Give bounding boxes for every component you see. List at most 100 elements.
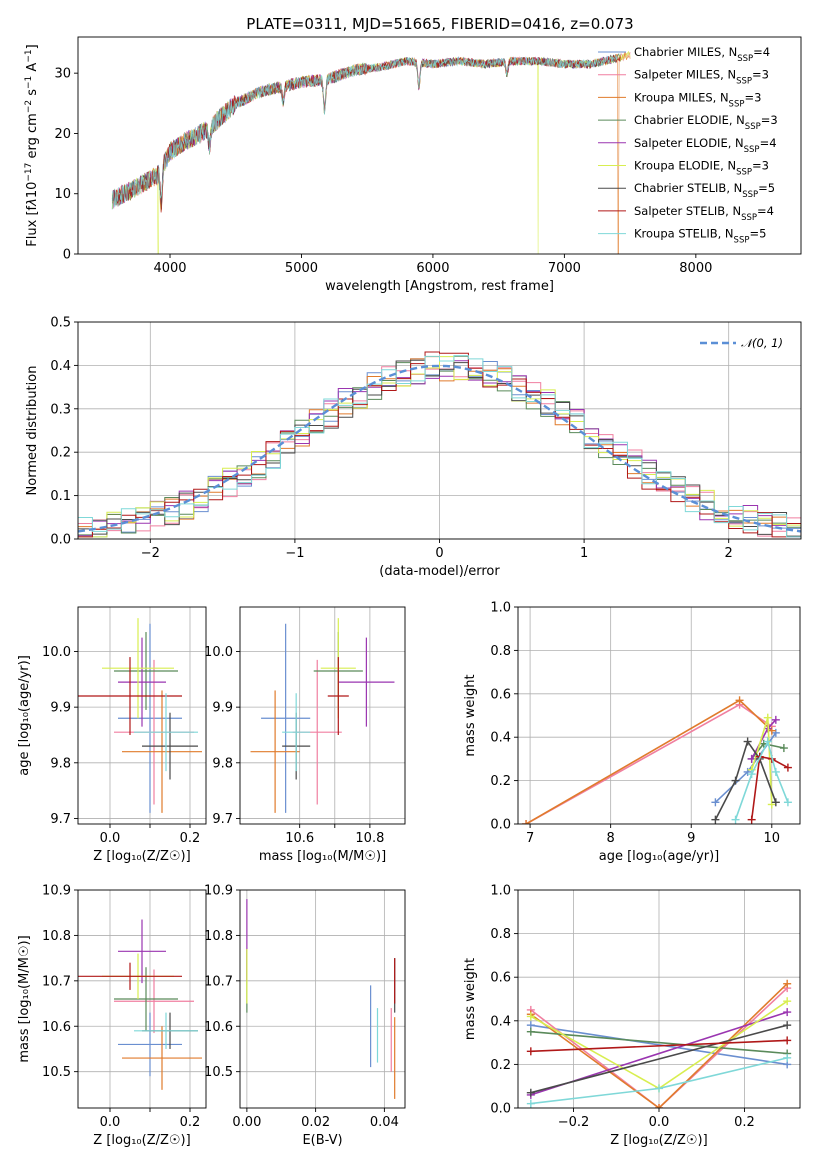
x-tick-label: 6000 [416,261,449,276]
y-tick-label: 0.4 [490,731,511,746]
axes-weight_vs_Z: −0.2 0.0 0.2 0.0 0.2 0.4 0.6 0.8 1.0 Z [log₁₀(Z/Z… [463,884,801,1148]
spectrum-line-chabrier-miles [111,54,618,210]
y-tick-label: 0.8 [490,644,511,659]
x-axis-label: Z [log₁₀(Z/Z☉)] [93,849,190,864]
spectrum-line-kroupa-elodie [111,51,631,254]
x-axis-label: (data-model)/error [379,564,500,579]
weight-marker-chabrier-miles [771,728,780,737]
x-axis-label: mass [log₁₀(M/M☉)] [259,849,386,864]
y-tick-label: 20 [54,127,71,142]
axes-age_vs_mass: 10.6 10.8 9.7 9.8 9.9 10.0 mass [log₁₀(M/M☉)] [204,606,406,864]
weight-line-salpeter-miles [530,987,788,1108]
axes-frame [517,606,801,825]
plot-area-residuals [78,322,801,539]
y-tick-label: 0.3 [50,402,71,417]
y-tick-label: 10.6 [42,1020,71,1035]
y-tick-label: 0.5 [50,316,71,331]
x-tick-label: 0.2 [734,1115,755,1130]
x-tick-label: 0.04 [370,1115,399,1130]
plot-area-mass_vs_ebv [240,890,405,1108]
y-tick-label: 1.0 [490,884,511,899]
weight-marker-kroupa-stelib [783,798,792,807]
weight-marker-kroupa-elodie [763,713,772,722]
x-tick-label: 10.8 [355,831,384,846]
weight-marker-kroupa-stelib [526,1099,535,1108]
y-tick-label: 9.8 [50,756,71,771]
x-tick-label: 0.2 [180,1115,201,1130]
plot-area-age_vs_Z [78,607,206,824]
y-tick-label: 9.8 [212,756,233,771]
y-tick-label: 10.7 [42,974,71,989]
x-axis-label: Z [log₁₀(Z/Z☉)] [610,1133,707,1148]
x-tick-label: 0 [435,546,443,561]
x-tick-label: 7 [526,831,534,846]
x-tick-label: 10 [764,831,781,846]
weight-line-kroupa-miles [525,699,773,824]
x-tick-label: 0.0 [100,831,121,846]
weight-marker-kroupa-stelib [731,815,740,824]
legend-label-kroupa-miles: Kroupa MILES, NSSP=3 [634,90,761,109]
spectrum-line-kroupa-stelib [111,54,618,210]
weight-marker-chabrier-elodie [779,744,788,753]
y-tick-label: 10.0 [204,645,233,660]
weight-marker-kroupa-stelib [747,770,756,779]
weight-marker-kroupa-elodie [767,800,776,809]
y-tick-label: 9.7 [212,812,233,827]
spectrum-line-salpeter-elodie [111,55,618,209]
x-tick-label: 8000 [679,261,712,276]
y-tick-label: 9.7 [50,812,71,827]
y-tick-label: 0.2 [490,774,511,789]
gaussian-curve [78,364,801,533]
weight-marker-kroupa-elodie [783,997,792,1006]
legend-label-kroupa-elodie: Kroupa ELODIE, NSSP=3 [634,159,769,178]
y-tick-label: 0.6 [490,687,511,702]
y-tick-label: 0.4 [50,359,71,374]
axes-mass_vs_Z: 0.0 0.2 10.5 10.6 10.7 10.8 10.9 Z [log₁₀(Z/Z☉)… [17,884,207,1148]
x-tick-label: 2 [725,546,733,561]
weight-marker-kroupa-stelib [655,1084,663,1093]
x-tick-label: 4000 [153,261,186,276]
y-tick-label: 0.2 [50,446,71,461]
plot-area-mass_vs_Z [78,890,206,1108]
weight-line-chabrier-elodie [530,1030,788,1055]
y-tick-label: 10.9 [42,884,71,899]
y-tick-label: 30 [54,67,71,82]
x-tick-label: 0.0 [649,1115,670,1130]
x-tick-label: 0.2 [180,831,201,846]
plot-area-weight_vs_age [518,607,800,824]
x-tick-label: 1 [580,546,588,561]
y-tick-label: 9.9 [212,701,233,716]
axes-frame [239,606,406,825]
y-tick-label: 0.0 [490,818,511,833]
weight-marker-kroupa-miles [735,696,744,705]
weight-marker-salpeter-stelib [783,1036,792,1045]
spectrum-line-chabrier-stelib [111,54,618,210]
x-tick-label: −2 [141,546,160,561]
x-tick-label: 0.00 [232,1115,261,1130]
y-tick-label: 10.0 [42,645,71,660]
weight-line-salpeter-stelib [530,1039,788,1053]
weight-marker-chabrier-stelib [526,1088,535,1097]
y-axis-label: mass weight [463,958,478,1040]
y-axis-label: Normed distribution [25,366,40,496]
y-tick-label: 0.0 [50,533,71,548]
legend-label-salpeter-stelib: Salpeter STELIB, NSSP=4 [634,204,774,223]
x-tick-label: 8 [607,831,615,846]
axes-frame [239,889,406,1109]
weight-marker-salpeter-elodie [771,715,780,724]
weight-marker-salpeter-stelib [783,763,792,772]
weight-marker-kroupa-elodie [526,1012,535,1021]
plot-area-spectrum [111,51,631,254]
weight-marker-salpeter-elodie [783,1008,792,1017]
weight-marker-kroupa-miles [783,979,792,988]
weight-marker-kroupa-miles [522,820,531,824]
weight-marker-chabrier-elodie [526,1027,535,1036]
axes-frame [77,321,802,540]
weight-line-salpeter-miles [525,703,773,824]
y-tick-label: 10.5 [42,1065,71,1080]
weight-marker-chabrier-stelib [771,798,780,807]
legend-label-kroupa-stelib: Kroupa STELIB, NSSP=5 [634,227,766,246]
histogram-kroupa-stelib [78,355,801,539]
y-tick-label: 10 [54,187,71,202]
